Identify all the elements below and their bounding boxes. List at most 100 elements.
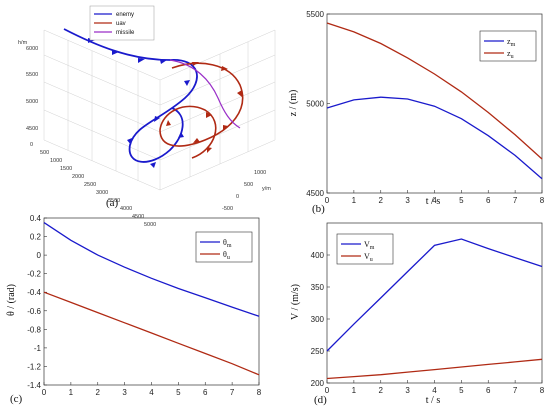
c-legend-main: θ xyxy=(223,238,227,247)
b-ytick-label: 5500 xyxy=(306,10,324,19)
d-ytick-label: 400 xyxy=(311,251,325,260)
b-xtick-label: 5 xyxy=(459,196,464,205)
c-legend-main: θ xyxy=(223,250,227,259)
panel-a-ytick-labels: 1000 500 0 -500 y/m xyxy=(222,170,271,212)
c-legend-sub: m xyxy=(227,243,232,249)
a-enemy-trajectory xyxy=(63,28,198,163)
b-xtick-label: 3 xyxy=(405,196,410,205)
a-legend-missile: missile xyxy=(116,30,135,36)
a-ztick-2: 5000 xyxy=(26,99,38,105)
c-ytick-label: -1 xyxy=(34,344,42,353)
d-xtick-label: 4 xyxy=(432,386,437,395)
c-ylabel: θ / (rad) xyxy=(6,284,17,316)
c-series-m-line xyxy=(43,222,260,317)
d-xtick-label: 6 xyxy=(486,386,491,395)
a-uav-trajectory xyxy=(159,62,244,159)
b-xtick-label: 8 xyxy=(540,196,545,205)
a-xtick-7: 3500 xyxy=(108,198,120,204)
b-legend-main: z xyxy=(507,49,511,58)
b-series-m-line xyxy=(326,96,543,180)
panel-a: 6000 5500 5000 4500 h/m 0 500 1000 1500 … xyxy=(18,5,276,228)
c-ytick-label: -1.4 xyxy=(27,381,41,390)
d-legend-box xyxy=(336,233,394,265)
a-xtick-10: 5000 xyxy=(144,222,156,228)
d-series-u-line xyxy=(326,358,543,380)
a-ytick-3: -500 xyxy=(222,206,233,212)
d-legend-main: V xyxy=(364,252,370,261)
a-missile-trajectory xyxy=(169,59,241,129)
b-legend-sub: u xyxy=(511,54,514,60)
d-xtick-label: 2 xyxy=(379,386,384,395)
panel-b-label: (b) xyxy=(312,203,325,215)
c-xtick-label: 1 xyxy=(69,388,74,397)
d-xtick-label: 3 xyxy=(405,386,410,395)
c-ytick-label: -0.2 xyxy=(27,270,41,279)
a-xtick-9: 4500 xyxy=(132,214,144,220)
c-xtick-label: 7 xyxy=(230,388,235,397)
a-xtick-5: 2500 xyxy=(84,182,96,188)
a-ytick-2: 0 xyxy=(236,194,239,200)
c-legend-entry: θm xyxy=(223,238,232,249)
panel-a-xtick-labels: 0 500 1000 1500 2000 2500 3000 3500 4000… xyxy=(30,142,156,228)
b-xtick-label: 2 xyxy=(379,196,384,205)
b-ytick-label: 4500 xyxy=(306,189,324,198)
c-xtick-label: 4 xyxy=(149,388,154,397)
d-legend-entry: Vm xyxy=(364,240,375,251)
d-xtick-label: 7 xyxy=(513,386,518,395)
b-xtick-label: 0 xyxy=(325,196,330,205)
d-xtick-label: 0 xyxy=(325,386,330,395)
d-xlabel: t / s xyxy=(426,395,441,406)
panel-a-ztick-labels: 6000 5500 5000 4500 h/m xyxy=(18,40,38,132)
c-ytick-label: -0.6 xyxy=(27,307,41,316)
b-legend-entry: zu xyxy=(507,49,514,60)
b-xtick-label: 6 xyxy=(486,196,491,205)
c-ytick-label: -0.4 xyxy=(27,288,41,297)
b-ylabel: z / (m) xyxy=(288,90,299,117)
b-xlabel: t / s xyxy=(426,196,441,207)
d-ytick-label: 200 xyxy=(311,379,325,388)
b-xtick-label: 7 xyxy=(513,196,518,205)
b-legend-entry: zm xyxy=(507,37,516,48)
c-xtick-label: 2 xyxy=(96,388,101,397)
d-xtick-label: 8 xyxy=(540,386,545,395)
c-ytick-label: 0.2 xyxy=(30,233,42,242)
a-xtick-3: 1500 xyxy=(60,166,72,172)
a-uav-markers xyxy=(166,62,242,153)
panel-d-label: (d) xyxy=(314,394,327,406)
c-xtick-label: 8 xyxy=(257,388,262,397)
d-legend-main: V xyxy=(364,240,370,249)
c-legend-box xyxy=(195,231,253,263)
a-xtick-4: 2000 xyxy=(72,174,84,180)
c-ytick-label: 0 xyxy=(37,251,42,260)
a-legend-uav: uav xyxy=(116,21,126,27)
panel-a-label: (a) xyxy=(106,197,119,209)
a-legend: enemy uav missile xyxy=(89,5,155,41)
c-xtick-label: 6 xyxy=(203,388,208,397)
b-xtick-label: 4 xyxy=(432,196,437,205)
panel-c-label: (c) xyxy=(10,393,23,405)
c-ytick-label: -0.8 xyxy=(27,325,41,334)
d-series-m-line xyxy=(326,238,543,352)
a-ytick-1: 500 xyxy=(244,182,253,188)
d-legend-sub: m xyxy=(370,245,375,251)
b-legend-sub: m xyxy=(511,42,516,48)
c-series-u-line xyxy=(43,291,260,376)
panel-c: 0 1 2 3 4 5 6 7 8 -1.4 -1.2 -1 -0.8 -0.6 -0.4 -0.2 0 0.2 0… xyxy=(6,214,262,405)
d-legend-sub: u xyxy=(370,257,373,263)
a-ylabel: y/m xyxy=(262,186,271,192)
a-xtick-1: 500 xyxy=(40,150,49,156)
c-legend-sub: u xyxy=(227,255,230,261)
a-xtick-6: 3000 xyxy=(96,190,108,196)
c-xtick-label: 3 xyxy=(122,388,127,397)
a-ztick-0: 6000 xyxy=(26,46,38,52)
b-legend-box xyxy=(479,30,537,62)
b-xtick-label: 1 xyxy=(352,196,357,205)
c-xtick-label: 0 xyxy=(42,388,47,397)
c-xtick-label: 5 xyxy=(176,388,181,397)
d-ytick-label: 250 xyxy=(311,347,325,356)
a-legend-enemy: enemy xyxy=(116,12,134,18)
